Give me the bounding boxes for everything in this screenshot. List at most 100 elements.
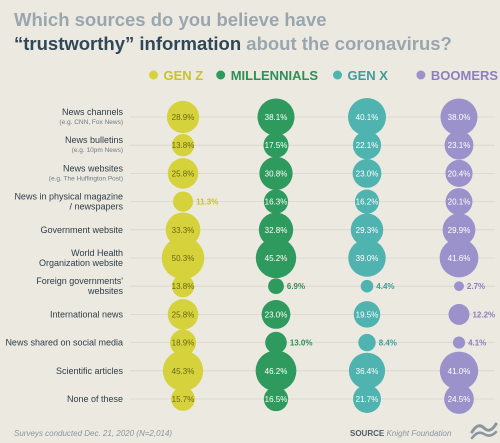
bubble-1-9 bbox=[255, 350, 297, 392]
row-label-4-0: Government website bbox=[40, 225, 123, 235]
bubble-3-10 bbox=[444, 384, 474, 414]
value-label-0-4: 33.3% bbox=[172, 226, 195, 235]
value-label-0-2: 25.8% bbox=[172, 169, 195, 178]
bubble-1-4 bbox=[258, 212, 294, 247]
bubble-3-8 bbox=[452, 336, 466, 349]
value-label-1-1: 17.5% bbox=[265, 141, 288, 150]
value-label-3-0: 38.0% bbox=[448, 113, 471, 122]
title-rest: about the coronavirus? bbox=[241, 33, 452, 54]
bubble-0-5 bbox=[161, 236, 205, 280]
value-label-1-0: 38.1% bbox=[265, 113, 288, 122]
value-label-2-7: 19.5% bbox=[356, 310, 379, 319]
value-label-1-9: 46.2% bbox=[265, 367, 288, 376]
row-label-2-0: News websites bbox=[63, 163, 124, 173]
value-label-3-10: 24.5% bbox=[448, 395, 471, 404]
bubble-2-5 bbox=[348, 239, 386, 277]
bubble-0-3 bbox=[172, 191, 194, 212]
bubble-2-0 bbox=[348, 98, 386, 136]
survey-note: Surveys conducted Dec. 21, 2020 (N=2,014… bbox=[14, 429, 172, 438]
value-label-2-3: 16.2% bbox=[356, 198, 379, 207]
column-headers: GEN Z MILLENNIALS GEN X BOOMERS bbox=[149, 68, 498, 83]
bubble-3-5 bbox=[439, 238, 479, 278]
bubble-3-0 bbox=[440, 98, 478, 136]
value-label-3-7: 12.2% bbox=[472, 310, 495, 319]
bubble-2-3 bbox=[354, 189, 380, 214]
row-label-10-0: None of these bbox=[67, 394, 123, 404]
row-sublabel-2: (e.g. The Huffington Post) bbox=[49, 175, 123, 182]
row-label-3-0: News in physical magazine bbox=[14, 192, 123, 202]
row-label-8-0: News shared on social media bbox=[5, 338, 123, 348]
legend-dot-0 bbox=[149, 70, 158, 80]
value-label-0-10: 15.7% bbox=[172, 395, 195, 404]
bubble-1-10 bbox=[263, 386, 289, 412]
wave-logo-icon bbox=[470, 422, 498, 440]
bubble-3-9 bbox=[439, 351, 479, 391]
bubble-1-0 bbox=[257, 98, 295, 136]
value-label-0-3: 11.3% bbox=[196, 198, 218, 207]
value-label-3-4: 29.9% bbox=[448, 226, 471, 235]
bubble-2-8 bbox=[358, 333, 376, 352]
legend-dot-3 bbox=[416, 70, 426, 80]
value-label-0-0: 28.9% bbox=[172, 113, 195, 122]
column-header-3: BOOMERS bbox=[431, 68, 499, 83]
bubble-0-9 bbox=[162, 350, 204, 391]
value-label-2-4: 29.3% bbox=[356, 226, 379, 235]
value-label-0-1: 13.8% bbox=[172, 141, 195, 150]
value-label-0-7: 25.8% bbox=[172, 310, 195, 319]
bubbles bbox=[161, 98, 479, 414]
column-header-2: GEN X bbox=[348, 68, 389, 83]
bubble-1-6 bbox=[268, 278, 284, 295]
value-label-2-1: 22.1% bbox=[356, 141, 379, 150]
row-label-3-1: / newspapers bbox=[69, 202, 123, 212]
value-label-1-5: 45.2% bbox=[265, 254, 288, 263]
row-label-0-0: News channels bbox=[62, 107, 124, 117]
value-label-0-9: 45.3% bbox=[172, 367, 195, 376]
value-label-3-9: 41.0% bbox=[448, 367, 471, 376]
value-label-1-2: 30.8% bbox=[265, 169, 288, 178]
bubble-0-0 bbox=[166, 100, 200, 134]
bubble-1-1 bbox=[263, 132, 289, 158]
bubble-3-3 bbox=[445, 188, 473, 216]
value-label-1-6: 6.9% bbox=[287, 282, 305, 291]
value-label-2-9: 36.4% bbox=[356, 367, 379, 376]
value-label-1-4: 32.8% bbox=[265, 226, 288, 235]
bubble-1-7 bbox=[261, 300, 291, 329]
title-line-2: “trustworthy” information about the coro… bbox=[14, 33, 452, 54]
row-label-6-0: Foreign governments' bbox=[36, 276, 123, 286]
row-sublabel-0: (e.g. CNN, Fox News) bbox=[59, 119, 123, 126]
bubble-2-4 bbox=[350, 213, 384, 247]
legend-dot-1 bbox=[216, 70, 226, 80]
bubble-0-6 bbox=[171, 275, 195, 298]
value-label-3-2: 20.4% bbox=[448, 169, 471, 178]
row-label-9-0: Scientific articles bbox=[56, 366, 124, 376]
value-label-2-10: 21.7% bbox=[356, 395, 379, 404]
bubble-2-2 bbox=[352, 159, 382, 188]
bubble-2-1 bbox=[352, 131, 382, 160]
value-label-3-5: 41.6% bbox=[448, 254, 471, 263]
bubble-0-10 bbox=[171, 387, 195, 411]
row-label-5-1: Organization website bbox=[39, 258, 123, 268]
value-label-2-8: 8.4% bbox=[379, 339, 397, 348]
source-name: Knight Foundation bbox=[384, 429, 452, 438]
bubble-0-2 bbox=[167, 158, 199, 189]
value-label-1-8: 13.0% bbox=[290, 339, 313, 348]
bubble-3-4 bbox=[442, 213, 476, 247]
legend-dot-2 bbox=[333, 70, 342, 80]
row-label-6-1: websites bbox=[87, 286, 124, 296]
bubble-2-6 bbox=[360, 279, 374, 293]
bubble-3-2 bbox=[445, 159, 473, 187]
value-label-2-5: 39.0% bbox=[356, 254, 379, 263]
row-sublabel-1: (e.g. 10pm News) bbox=[72, 147, 123, 154]
bubble-0-1 bbox=[171, 134, 195, 157]
title-emphasis: “trustworthy” information bbox=[14, 33, 241, 54]
row-label-5-0: World Health bbox=[71, 248, 123, 258]
bubble-1-5 bbox=[255, 237, 297, 279]
source-credit: SOURCE Knight Foundation bbox=[350, 429, 452, 438]
row-label-1-0: News bulletins bbox=[65, 135, 124, 145]
bubble-0-4 bbox=[165, 212, 201, 248]
column-header-0: GEN Z bbox=[164, 68, 204, 83]
bubble-2-9 bbox=[348, 352, 386, 389]
bubble-1-3 bbox=[263, 189, 289, 214]
value-label-2-6: 4.4% bbox=[376, 282, 394, 291]
